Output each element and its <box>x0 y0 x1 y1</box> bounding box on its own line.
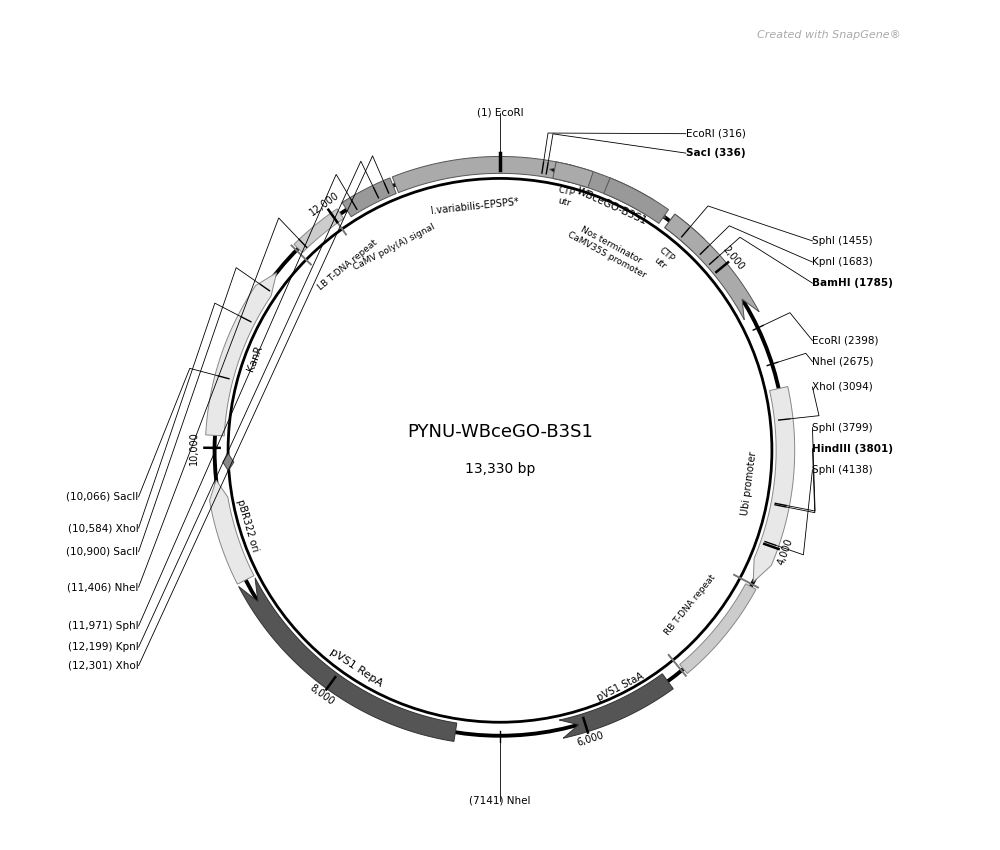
Text: EcoRI (316): EcoRI (316) <box>686 128 746 139</box>
Text: Nos terminator
CaMV35S promoter: Nos terminator CaMV35S promoter <box>566 220 652 280</box>
Text: HindIII (3801): HindIII (3801) <box>812 444 893 454</box>
Text: 8,000: 8,000 <box>308 683 336 707</box>
Text: (1) EcoRI: (1) EcoRI <box>477 108 523 117</box>
Text: Created with SnapGene®: Created with SnapGene® <box>757 30 901 40</box>
Polygon shape <box>680 584 756 673</box>
Text: (11,406) NheI: (11,406) NheI <box>67 582 139 592</box>
Text: (11,971) SphI: (11,971) SphI <box>68 621 139 631</box>
Text: (12,199) KpnI: (12,199) KpnI <box>68 642 139 652</box>
Text: (10,066) SacII: (10,066) SacII <box>66 492 139 502</box>
Text: CTP
utr: CTP utr <box>651 246 676 272</box>
Text: PYNU-WBceGO-B3S1: PYNU-WBceGO-B3S1 <box>407 422 593 441</box>
Text: I.variabilis-EPSPS*: I.variabilis-EPSPS* <box>430 197 519 217</box>
Polygon shape <box>294 209 344 252</box>
Polygon shape <box>753 387 795 582</box>
Polygon shape <box>210 480 254 584</box>
Polygon shape <box>223 454 234 471</box>
Text: SphI (1455): SphI (1455) <box>812 236 873 246</box>
Polygon shape <box>342 178 396 217</box>
Text: 13,330 bp: 13,330 bp <box>465 462 535 476</box>
Text: pVS1 StaA: pVS1 StaA <box>596 672 646 703</box>
Text: CaMV poly(A) signal: CaMV poly(A) signal <box>352 222 436 271</box>
Text: Ubi promoter: Ubi promoter <box>740 450 759 516</box>
Text: 2,000: 2,000 <box>721 244 746 272</box>
Text: pBR322 ori: pBR322 ori <box>235 498 260 552</box>
Text: KanR: KanR <box>245 344 264 373</box>
Text: 6,000: 6,000 <box>575 730 605 748</box>
Text: 4,000: 4,000 <box>776 536 794 566</box>
Text: pVS1 RepA: pVS1 RepA <box>328 646 385 688</box>
Text: CTP
utr: CTP utr <box>555 185 576 208</box>
Polygon shape <box>562 164 666 218</box>
Text: RB T-DNA repeat: RB T-DNA repeat <box>663 572 717 637</box>
Polygon shape <box>553 162 593 188</box>
Text: 12,000: 12,000 <box>308 190 341 218</box>
Polygon shape <box>215 166 785 735</box>
Text: LB T-DNA repeat: LB T-DNA repeat <box>316 238 379 292</box>
Text: SphI (4138): SphI (4138) <box>812 465 873 475</box>
Text: (12,301) XhoI: (12,301) XhoI <box>68 660 139 671</box>
Text: SphI (3799): SphI (3799) <box>812 422 873 433</box>
Polygon shape <box>392 156 574 193</box>
Polygon shape <box>604 178 669 224</box>
Polygon shape <box>665 214 759 320</box>
Polygon shape <box>665 214 704 251</box>
Text: (10,584) XhoI: (10,584) XhoI <box>68 523 139 533</box>
Text: WBceGO-B3S1: WBceGO-B3S1 <box>574 185 648 226</box>
Text: (7141) NheI: (7141) NheI <box>469 796 531 806</box>
Polygon shape <box>559 674 673 738</box>
Text: NheI (2675): NheI (2675) <box>812 357 874 366</box>
Text: BamHI (1785): BamHI (1785) <box>812 278 893 288</box>
Text: 10,000: 10,000 <box>189 431 199 465</box>
Circle shape <box>229 179 771 722</box>
Text: KpnI (1683): KpnI (1683) <box>812 257 873 267</box>
Text: SacI (336): SacI (336) <box>686 148 745 158</box>
Text: XhoI (3094): XhoI (3094) <box>812 382 873 392</box>
Polygon shape <box>239 578 457 741</box>
Polygon shape <box>206 273 277 436</box>
Text: (10,900) SacII: (10,900) SacII <box>66 547 139 557</box>
Text: EcoRI (2398): EcoRI (2398) <box>812 336 879 346</box>
